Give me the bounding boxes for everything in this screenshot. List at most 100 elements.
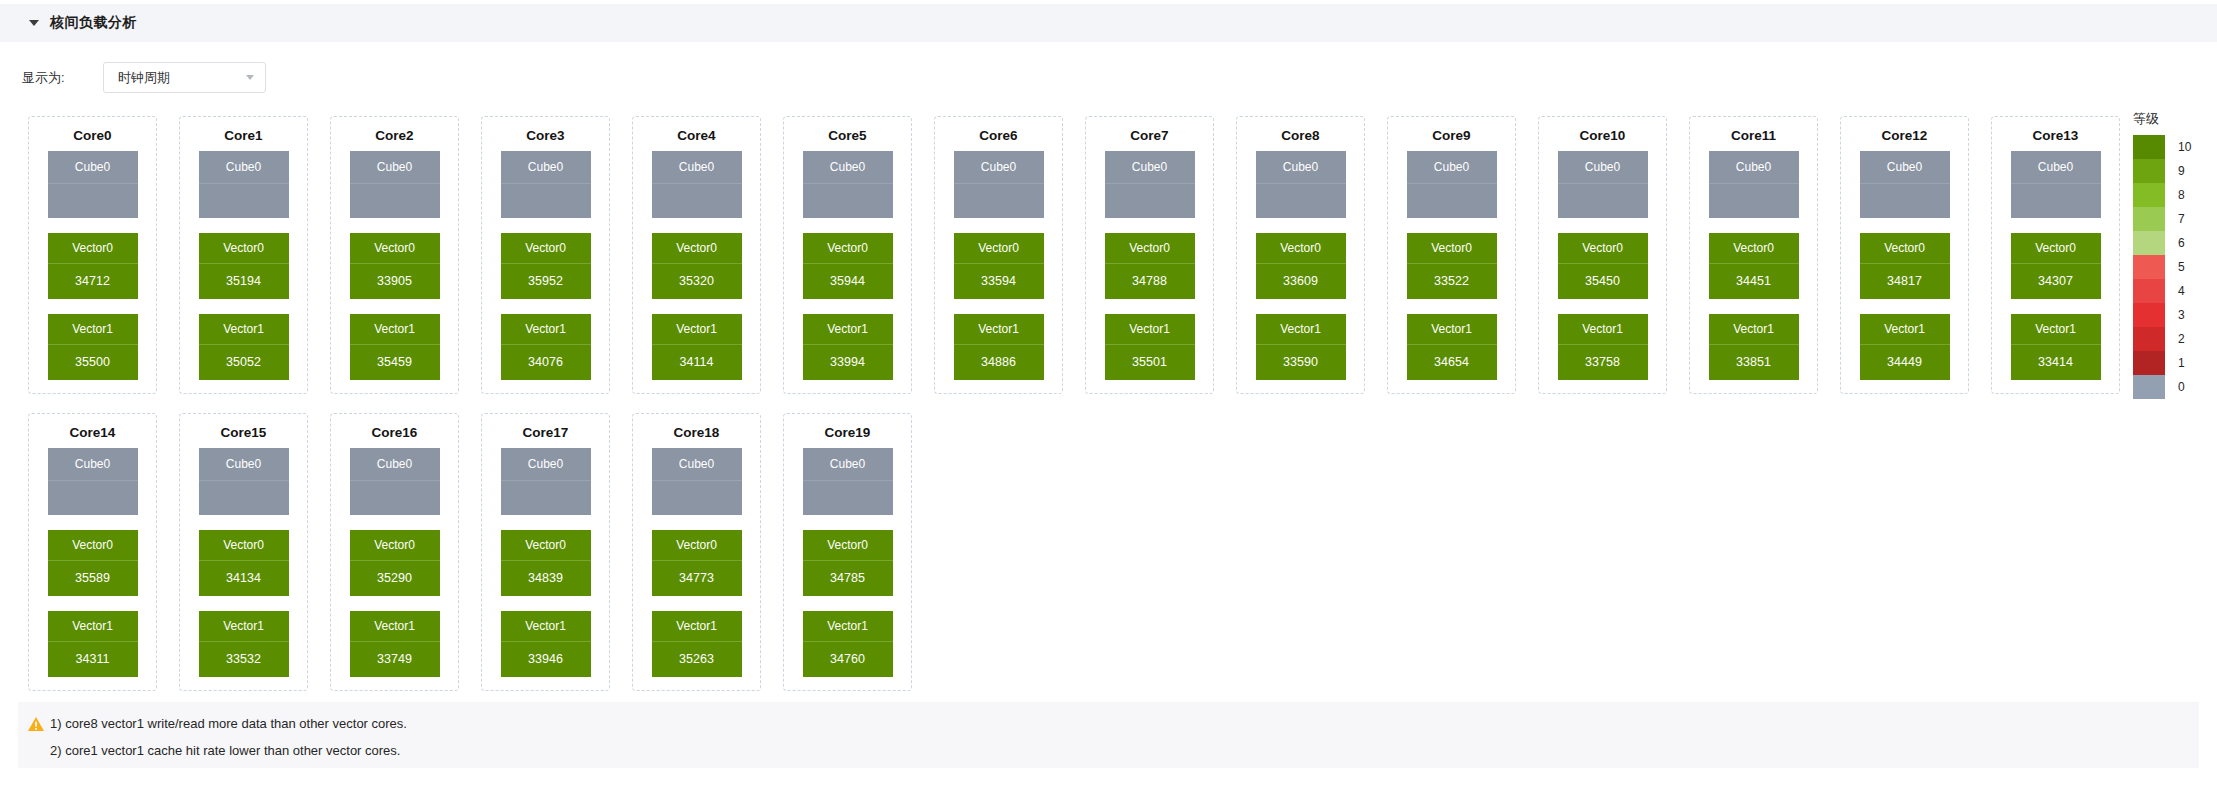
core-title: Core11: [1690, 127, 1817, 144]
cube-block[interactable]: Cube0: [501, 448, 591, 515]
core-card: Core17 Cube0 Vector0 34839 Vector1 33946: [481, 413, 610, 691]
cube-value: [48, 183, 138, 218]
cube-block[interactable]: Cube0: [954, 151, 1044, 218]
core-card: Core1 Cube0 Vector0 35194 Vector1 35052: [179, 116, 308, 394]
vector1-label: Vector1: [652, 611, 742, 641]
vector1-label: Vector1: [199, 314, 289, 344]
cube-value: [803, 183, 893, 218]
vector0-block[interactable]: Vector0 34817: [1860, 233, 1950, 299]
vector0-block[interactable]: Vector0 33594: [954, 233, 1044, 299]
vector1-block[interactable]: Vector1 34311: [48, 611, 138, 677]
cube-block[interactable]: Cube0: [199, 151, 289, 218]
vector0-label: Vector0: [199, 530, 289, 560]
vector0-block[interactable]: Vector0 35944: [803, 233, 893, 299]
vector0-block[interactable]: Vector0 34307: [2011, 233, 2101, 299]
vector1-value: 34760: [803, 641, 893, 677]
vector1-block[interactable]: Vector1 33946: [501, 611, 591, 677]
cube-block[interactable]: Cube0: [803, 448, 893, 515]
note-text: 2) core1 vector1 cache hit rate lower th…: [50, 743, 400, 758]
cube-block[interactable]: Cube0: [501, 151, 591, 218]
section-title: 核间负载分析: [50, 14, 137, 32]
vector0-block[interactable]: Vector0 34788: [1105, 233, 1195, 299]
cube-block[interactable]: Cube0: [350, 151, 440, 218]
vector1-block[interactable]: Vector1 34760: [803, 611, 893, 677]
vector1-block[interactable]: Vector1 33749: [350, 611, 440, 677]
vector1-block[interactable]: Vector1 33532: [199, 611, 289, 677]
cube-block[interactable]: Cube0: [1256, 151, 1346, 218]
vector0-value: 33594: [954, 263, 1044, 299]
vector1-label: Vector1: [2011, 314, 2101, 344]
cube-block[interactable]: Cube0: [48, 448, 138, 515]
vector1-block[interactable]: Vector1 33994: [803, 314, 893, 380]
display-as-select[interactable]: 时钟周期: [103, 62, 266, 93]
cube-block[interactable]: Cube0: [652, 448, 742, 515]
cube-value: [1709, 183, 1799, 218]
core-title: Core8: [1237, 127, 1364, 144]
core-title: Core19: [784, 424, 911, 441]
vector1-block[interactable]: Vector1 33851: [1709, 314, 1799, 380]
vector0-block[interactable]: Vector0 34134: [199, 530, 289, 596]
vector0-block[interactable]: Vector0 35290: [350, 530, 440, 596]
vector0-block[interactable]: Vector0 35194: [199, 233, 289, 299]
vector0-label: Vector0: [1709, 233, 1799, 263]
cube-block[interactable]: Cube0: [1407, 151, 1497, 218]
vector1-block[interactable]: Vector1 35052: [199, 314, 289, 380]
vector1-block[interactable]: Vector1 35500: [48, 314, 138, 380]
cube-label: Cube0: [803, 448, 893, 480]
vector1-block[interactable]: Vector1 34114: [652, 314, 742, 380]
core-cards-grid: Core0 Cube0 Vector0 34712 Vector1 35500 …: [28, 116, 2120, 691]
vector0-block[interactable]: Vector0 35589: [48, 530, 138, 596]
cube-block[interactable]: Cube0: [1860, 151, 1950, 218]
vector1-label: Vector1: [48, 314, 138, 344]
cube-block[interactable]: Cube0: [1558, 151, 1648, 218]
vector1-value: 33758: [1558, 344, 1648, 380]
collapse-arrow-icon[interactable]: [29, 20, 39, 26]
vector1-block[interactable]: Vector1 34449: [1860, 314, 1950, 380]
cube-block[interactable]: Cube0: [1105, 151, 1195, 218]
cube-block[interactable]: Cube0: [652, 151, 742, 218]
section-header[interactable]: 核间负载分析: [0, 4, 2217, 42]
cube-block[interactable]: Cube0: [199, 448, 289, 515]
vector1-block[interactable]: Vector1 34654: [1407, 314, 1497, 380]
analysis-notes: 1) core8 vector1 write/read more data th…: [18, 702, 2199, 768]
vector0-block[interactable]: Vector0 34785: [803, 530, 893, 596]
legend-color-swatch: [2133, 375, 2165, 399]
vector0-label: Vector0: [2011, 233, 2101, 263]
cube-block[interactable]: Cube0: [803, 151, 893, 218]
cube-value: [501, 183, 591, 218]
vector0-block[interactable]: Vector0 34451: [1709, 233, 1799, 299]
cube-label: Cube0: [199, 448, 289, 480]
vector1-block[interactable]: Vector1 33414: [2011, 314, 2101, 380]
vector0-label: Vector0: [350, 233, 440, 263]
vector1-block[interactable]: Vector1 35501: [1105, 314, 1195, 380]
cube-value: [350, 480, 440, 515]
vector0-block[interactable]: Vector0 33905: [350, 233, 440, 299]
cube-label: Cube0: [48, 151, 138, 183]
vector0-block[interactable]: Vector0 34712: [48, 233, 138, 299]
legend-color-swatch: [2133, 351, 2165, 375]
vector1-block[interactable]: Vector1 35263: [652, 611, 742, 677]
cube-block[interactable]: Cube0: [350, 448, 440, 515]
vector1-block[interactable]: Vector1 33758: [1558, 314, 1648, 380]
core-title: Core13: [1992, 127, 2119, 144]
vector1-value: 33946: [501, 641, 591, 677]
vector1-block[interactable]: Vector1 34076: [501, 314, 591, 380]
vector0-block[interactable]: Vector0 33522: [1407, 233, 1497, 299]
vector1-label: Vector1: [501, 314, 591, 344]
vector1-block[interactable]: Vector1 35459: [350, 314, 440, 380]
core-card: Core19 Cube0 Vector0 34785 Vector1 34760: [783, 413, 912, 691]
vector0-block[interactable]: Vector0 35450: [1558, 233, 1648, 299]
vector0-block[interactable]: Vector0 35952: [501, 233, 591, 299]
vector0-block[interactable]: Vector0 34839: [501, 530, 591, 596]
vector0-block[interactable]: Vector0 33609: [1256, 233, 1346, 299]
cube-label: Cube0: [652, 151, 742, 183]
cube-block[interactable]: Cube0: [2011, 151, 2101, 218]
vector0-block[interactable]: Vector0 35320: [652, 233, 742, 299]
vector1-block[interactable]: Vector1 33590: [1256, 314, 1346, 380]
vector0-block[interactable]: Vector0 34773: [652, 530, 742, 596]
cube-block[interactable]: Cube0: [48, 151, 138, 218]
vector1-block[interactable]: Vector1 34886: [954, 314, 1044, 380]
vector0-label: Vector0: [803, 530, 893, 560]
vector1-label: Vector1: [954, 314, 1044, 344]
cube-block[interactable]: Cube0: [1709, 151, 1799, 218]
